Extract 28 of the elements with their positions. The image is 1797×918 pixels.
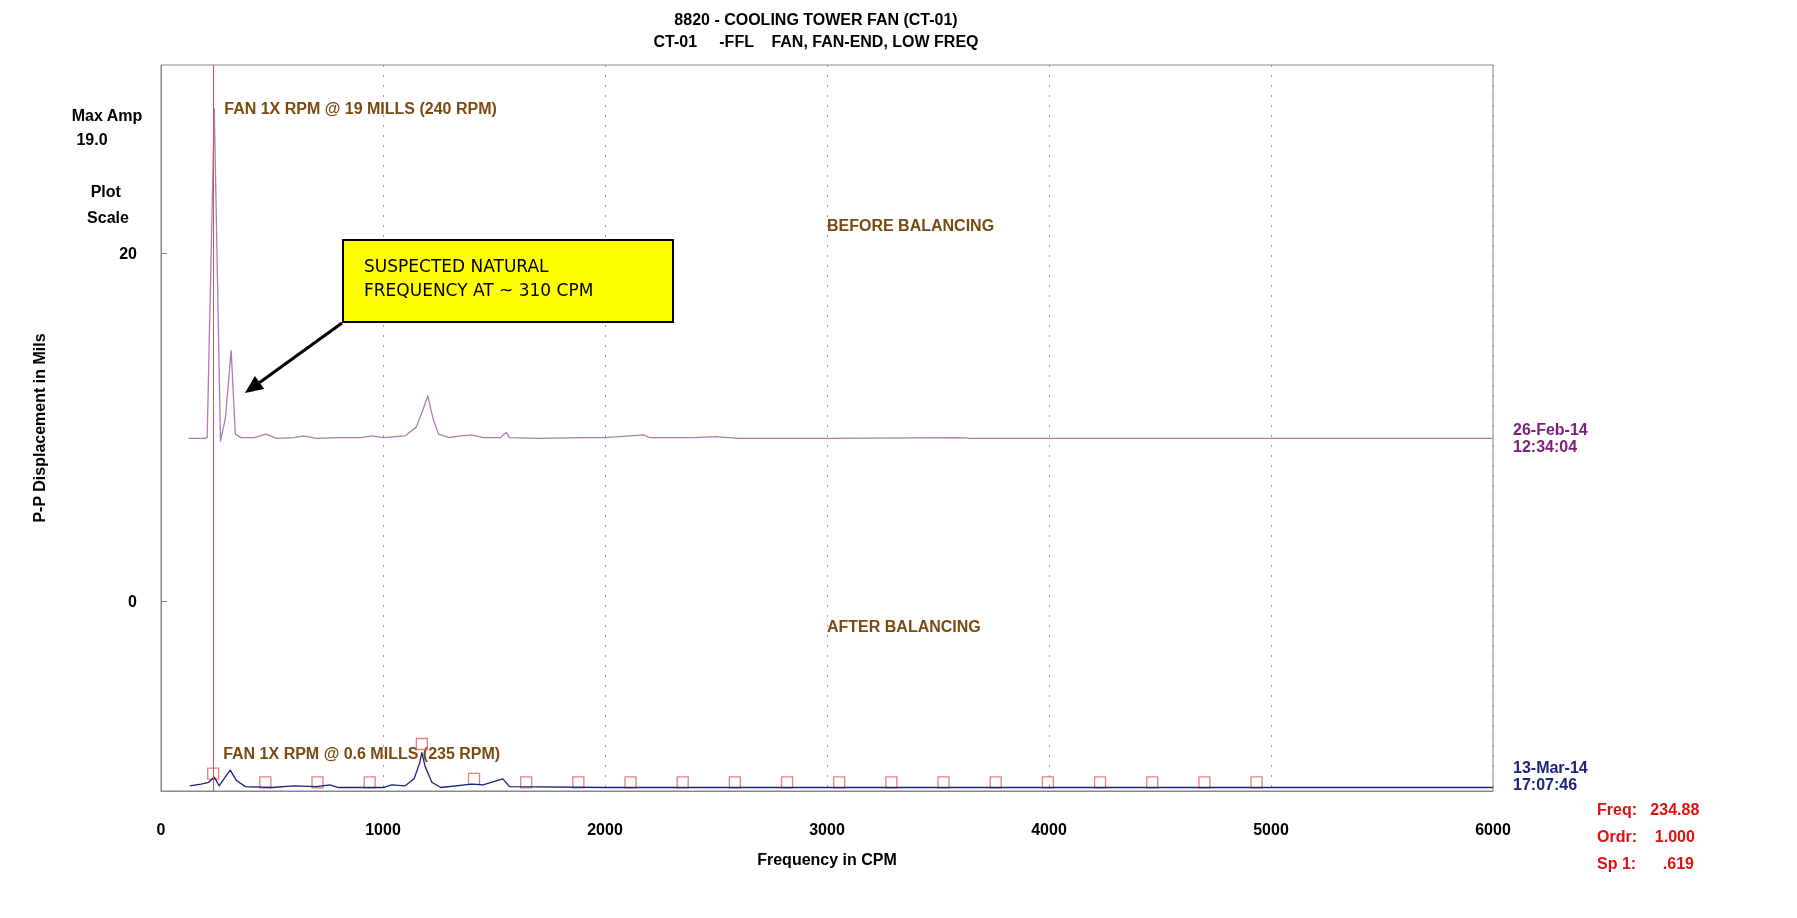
x-tick-label: 1000: [365, 820, 401, 838]
annotation: BEFORE BALANCING: [827, 216, 995, 234]
annotation: FAN 1X RPM @ 19 MILLS (240 RPM): [224, 100, 497, 118]
y-axis-title: P-P Displacement in Mils: [30, 333, 48, 523]
x-tick-label: 5000: [1253, 820, 1289, 838]
text: 19.0: [76, 130, 108, 148]
chart-title: 8820 - COOLING TOWER FAN (CT-01): [674, 10, 958, 28]
chart-subtitle: CT-01 -FFL FAN, FAN-END, LOW FREQ: [653, 32, 979, 50]
text: Max Amp: [71, 106, 143, 124]
x-tick-label: 0: [156, 820, 166, 838]
annotation: FAN 1X RPM @ 0.6 MILLS (235 RPM): [223, 744, 501, 762]
text: Plot Scale: [87, 182, 130, 226]
x-axis-title: Frequency in CPM: [757, 850, 897, 868]
x-tick-label: 4000: [1031, 820, 1067, 838]
x-tick-label: 6000: [1475, 820, 1511, 838]
point: [311, 776, 324, 789]
text: Ordr: 1.000: [1597, 827, 1695, 845]
callout-box: SUSPECTED NATURAL FREQUENCY AT ~ 310 CPM: [342, 239, 674, 323]
point: [207, 767, 220, 780]
text: Freq: 234.88: [1597, 800, 1700, 818]
series-label: 26-Feb-14 12:34:04: [1513, 421, 1593, 456]
text: Sp 1: .619: [1597, 854, 1695, 872]
y-tick-label: 20: [119, 244, 138, 262]
x-tick-label: 2000: [587, 820, 623, 838]
x-tick-label: 3000: [809, 820, 845, 838]
annotation: AFTER BALANCING: [827, 617, 981, 635]
series-label: 13-Mar-14 17:07:46: [1513, 758, 1593, 793]
point: [520, 776, 533, 789]
